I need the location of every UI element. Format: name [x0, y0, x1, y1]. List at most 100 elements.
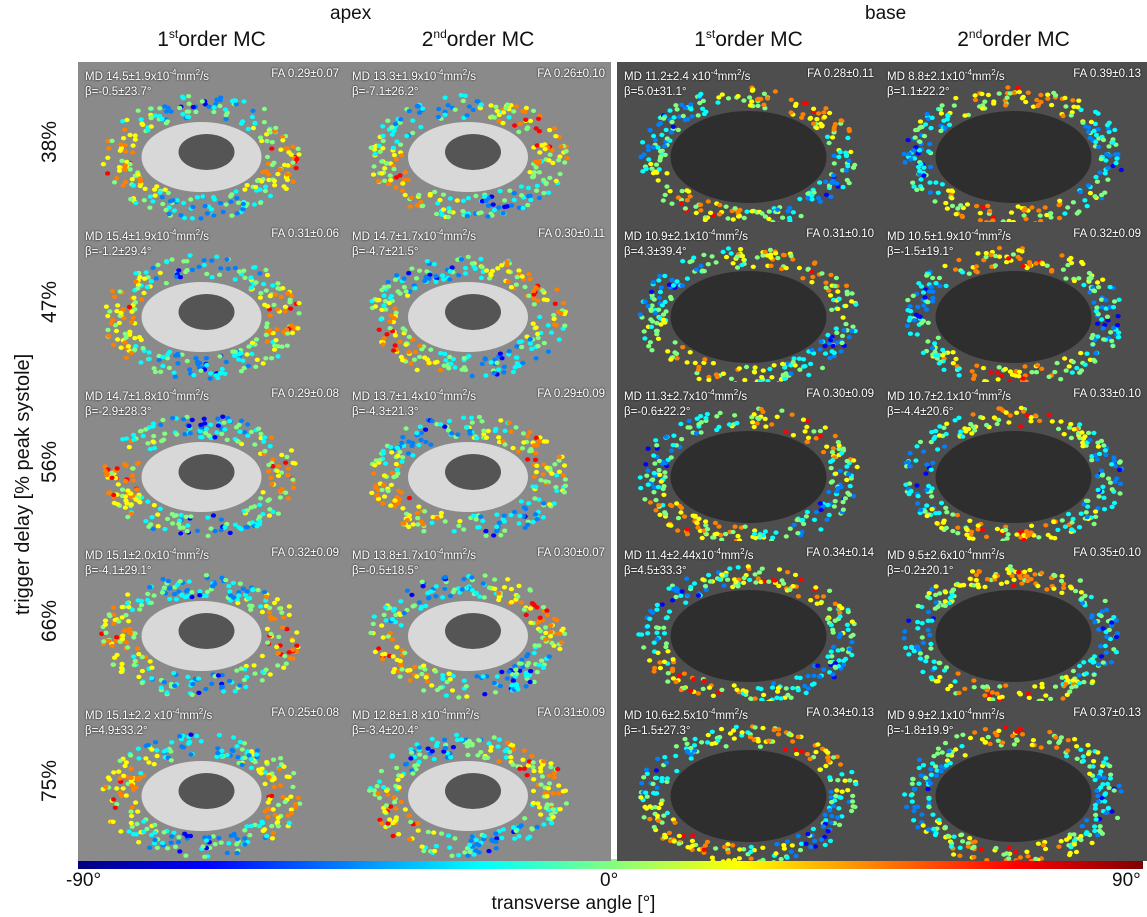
tensor-map [880, 222, 1147, 382]
tensor-map [78, 541, 345, 701]
md-label: MD 10.7±2.1x10-4mm2/s [887, 388, 1012, 403]
fa-label: FA 0.33±0.10 [1073, 388, 1141, 400]
md-label: MD 13.8±1.7x10-4mm2/s [352, 547, 477, 562]
fa-label: FA 0.29±0.08 [271, 388, 339, 400]
beta-label: β=-2.9±28.3° [85, 406, 152, 418]
panel-r4-c4: MD 9.5±2.6x10-4mm2/s FA 0.35±0.10 β=-0.2±2… [880, 541, 1147, 701]
fa-label: FA 0.31±0.10 [806, 228, 874, 240]
tensor-map [78, 701, 345, 861]
tensor-map [880, 62, 1147, 222]
md-label: MD 11.3±2.7x10-4mm2/s [624, 388, 748, 403]
md-label: MD 12.8±1.8 x10-4mm2/s [352, 707, 480, 722]
glyph-ring [100, 94, 302, 221]
panel-r1-c4: MD 8.8±2.1x10-4mm2/s FA 0.39±0.13 β=1.1±22… [880, 62, 1147, 222]
glyph-ring [100, 732, 303, 859]
panel-r3-c4: MD 10.7±2.1x10-4mm2/s FA 0.33±0.10 β=-4.4±… [880, 382, 1147, 542]
panel-r1-c2: MD 13.3±1.9x10-4mm2/s FA 0.26±0.10 β=-7.1±… [345, 62, 611, 222]
beta-label: β=-1.2±29.4° [85, 246, 152, 258]
panel-r3-c3: MD 11.3±2.7x10-4mm2/s FA 0.30±0.09 β=-0.6±… [617, 382, 880, 542]
md-label: MD 11.2±2.4 x10-4mm2/s [624, 68, 751, 83]
beta-label: β=-3.4±20.4° [352, 725, 419, 737]
fa-label: FA 0.32±0.09 [271, 547, 339, 559]
glyph-ring [99, 573, 301, 697]
tensor-map [78, 382, 345, 542]
fa-label: FA 0.31±0.09 [537, 707, 605, 719]
tensor-map [345, 62, 611, 222]
beta-label: β=-1.5±19.1° [887, 246, 954, 258]
beta-label: β=4.9±33.2° [85, 725, 148, 737]
md-label: MD 13.7±1.4x10-4mm2/s [352, 388, 477, 403]
fa-label: FA 0.34±0.13 [806, 707, 874, 719]
md-label: MD 10.6±2.5x10-4mm2/s [624, 707, 749, 722]
glyph-ring [903, 405, 1125, 542]
panel-r5-c3: MD 10.6±2.5x10-4mm2/s FA 0.34±0.13 β=-1.5±… [617, 701, 880, 861]
fa-label: FA 0.28±0.11 [807, 68, 874, 80]
column-title-3: 1storder MC [694, 27, 803, 51]
glyph-ring [368, 93, 570, 220]
row-label-5: 75% [38, 759, 61, 803]
column-title-1: 1storder MC [157, 27, 266, 51]
tensor-map [617, 62, 880, 222]
tensor-map [617, 701, 880, 861]
tensor-map [78, 62, 345, 222]
beta-label: β=4.5±33.3° [624, 565, 687, 577]
md-label: MD 9.5±2.6x10-4mm2/s [887, 547, 1005, 562]
md-label: MD 15.1±2.2 x10-4mm2/s [85, 707, 213, 722]
tensor-map [345, 541, 611, 701]
row-label-1: 38% [38, 120, 61, 164]
glyph-ring [637, 246, 859, 382]
md-label: MD 13.3±1.9x10-4mm2/s [352, 68, 477, 83]
md-label: MD 9.9±2.1x10-4mm2/s [887, 707, 1005, 722]
beta-label: β=-0.5±18.5° [352, 565, 419, 577]
colorbar-label: transverse angle [°] [491, 893, 656, 914]
tensor-map [617, 541, 880, 701]
tensor-map [345, 382, 611, 542]
glyph-ring [369, 414, 569, 538]
colorbar-min-label: -90° [66, 870, 102, 891]
md-label: MD 15.1±2.0x10-4mm2/s [85, 547, 210, 562]
panel-r5-c4: MD 9.9±2.1x10-4mm2/s FA 0.37±0.13 β=-1.8±1… [880, 701, 1147, 861]
beta-label: β=-4.3±21.3° [352, 406, 419, 418]
fa-label: FA 0.32±0.09 [1073, 228, 1141, 240]
glyph-ring [638, 85, 858, 222]
glyph-ring [103, 253, 302, 381]
panel-r2-c1: MD 15.4±1.9x10-4mm2/s FA 0.31±0.06 β=-1.2±… [78, 222, 345, 382]
glyph-ring [904, 245, 1122, 382]
panel-r2-c4: MD 10.5±1.9x10-4mm2/s FA 0.32±0.09 β=-1.5±… [880, 222, 1147, 382]
tensor-map [345, 701, 611, 861]
fa-label: FA 0.34±0.14 [806, 547, 874, 559]
tensor-map [880, 701, 1147, 861]
tensor-map [617, 222, 880, 382]
panel-r1-c1: MD 14.5±1.9x10-4mm2/s FA 0.29±0.07 β=-0.5±… [78, 62, 345, 222]
colorbar-max-label: 90° [1112, 870, 1141, 891]
fa-label: FA 0.29±0.09 [537, 388, 605, 400]
column-title-2: 2ndorder MC [421, 27, 535, 51]
panel-r5-c2: MD 12.8±1.8 x10-4mm2/s FA 0.31±0.09 β=-3.4… [345, 701, 611, 861]
beta-label: β=-0.5±23.7° [85, 86, 152, 98]
tensor-map [880, 541, 1147, 701]
glyph-ring [637, 724, 859, 861]
panel-r3-c1: MD 14.7±1.8x10-4mm2/s FA 0.29±0.08 β=-2.9±… [78, 382, 345, 542]
md-label: MD 11.4±2.44x10-4mm2/s [624, 547, 754, 562]
fa-label: FA 0.37±0.13 [1073, 707, 1141, 719]
md-label: MD 14.5±1.9x10-4mm2/s [85, 68, 210, 83]
glyph-ring [368, 573, 568, 700]
fa-label: FA 0.30±0.07 [537, 547, 605, 559]
tensor-map [78, 222, 345, 382]
fa-label: FA 0.39±0.13 [1073, 68, 1141, 80]
panel-r1-c3: MD 11.2±2.4 x10-4mm2/s FA 0.28±0.11 β=5.0±… [617, 62, 880, 222]
beta-label: β=5.0±31.1° [624, 86, 687, 98]
panel-r4-c3: MD 11.4±2.44x10-4mm2/s FA 0.34±0.14 β=4.5±… [617, 541, 880, 701]
glyph-ring [901, 85, 1124, 222]
md-label: MD 10.9±2.1x10-4mm2/s [624, 228, 749, 243]
glyph-ring [102, 414, 298, 539]
beta-label: β=-1.8±19.9° [887, 725, 954, 737]
md-label: MD 14.7±1.8x10-4mm2/s [85, 388, 210, 403]
panel-r5-c1: MD 15.1±2.2 x10-4mm2/s FA 0.25±0.08 β=4.9±… [78, 701, 345, 861]
panel-r4-c2: MD 13.8±1.7x10-4mm2/s FA 0.30±0.07 β=-0.5±… [345, 541, 611, 701]
glyph-ring [637, 406, 860, 542]
fa-label: FA 0.30±0.09 [806, 388, 874, 400]
beta-label: β=-7.1±26.2° [352, 86, 419, 98]
fa-label: FA 0.25±0.08 [271, 707, 339, 719]
fa-label: FA 0.30±0.11 [538, 228, 605, 240]
